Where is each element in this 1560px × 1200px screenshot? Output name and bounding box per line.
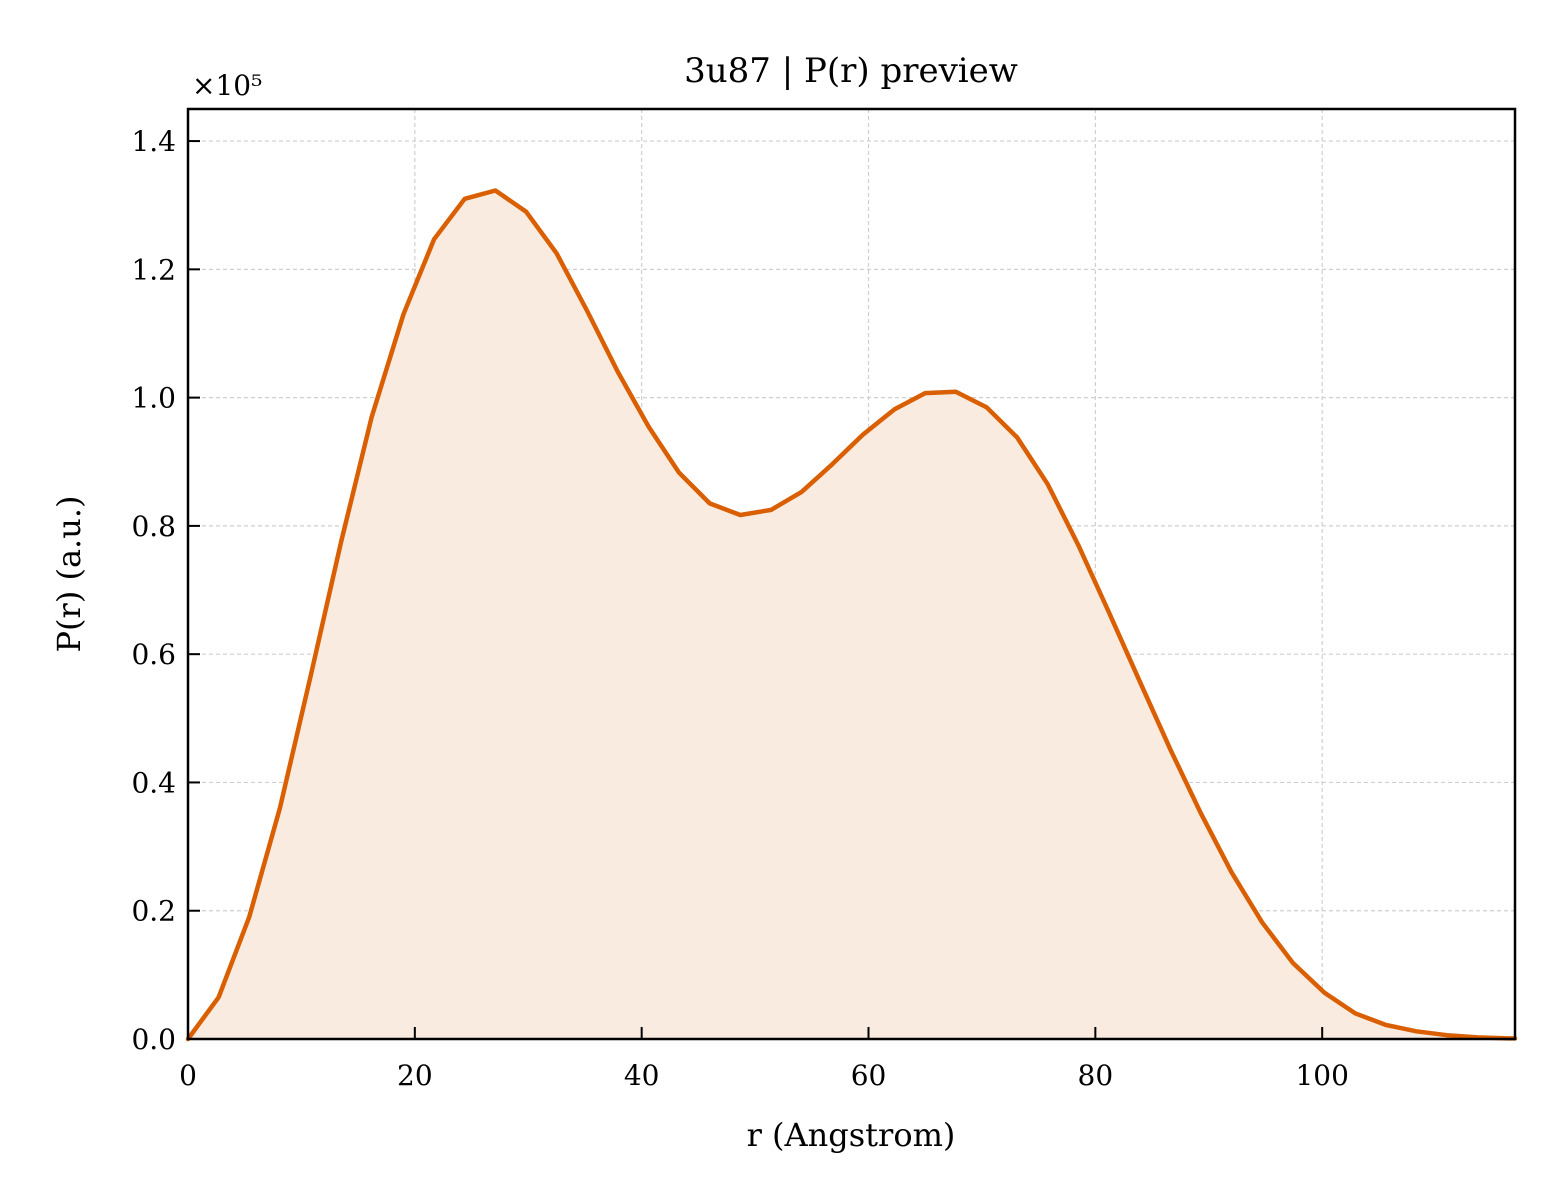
y-tick-label: 1.0 <box>131 382 176 415</box>
y-scale-multiplier: ×10⁵ <box>192 69 262 102</box>
x-axis-label: r (Angstrom) <box>747 1116 956 1154</box>
y-tick-label: 0.0 <box>131 1023 176 1056</box>
x-tick-label: 100 <box>1295 1059 1348 1092</box>
plot-frame <box>186 107 1517 1041</box>
pr-area-fill <box>188 190 1515 1039</box>
x-tick-label: 20 <box>397 1059 433 1092</box>
y-tick-label: 1.2 <box>131 253 176 286</box>
x-tick-label: 40 <box>624 1059 660 1092</box>
y-tick-label: 0.2 <box>131 895 176 928</box>
y-tick-label: 0.4 <box>131 766 176 799</box>
y-tick-label: 0.8 <box>131 510 176 543</box>
y-axis-label: P(r) (a.u.) <box>50 496 88 653</box>
y-tick-label: 1.4 <box>131 125 176 158</box>
chart-title: 3u87 | P(r) preview <box>684 51 1018 91</box>
y-tick-label: 0.6 <box>131 638 176 671</box>
pr-curve-line <box>185 188 1518 1042</box>
x-tick-label: 0 <box>179 1059 197 1092</box>
x-tick-label: 80 <box>1078 1059 1114 1092</box>
ticks-layer: 0 20 40 60 80 100 0.0 0.2 0.4 0.6 0.8 1.0 1.2 1.4 <box>131 125 1348 1092</box>
x-tick-label: 60 <box>851 1059 887 1092</box>
